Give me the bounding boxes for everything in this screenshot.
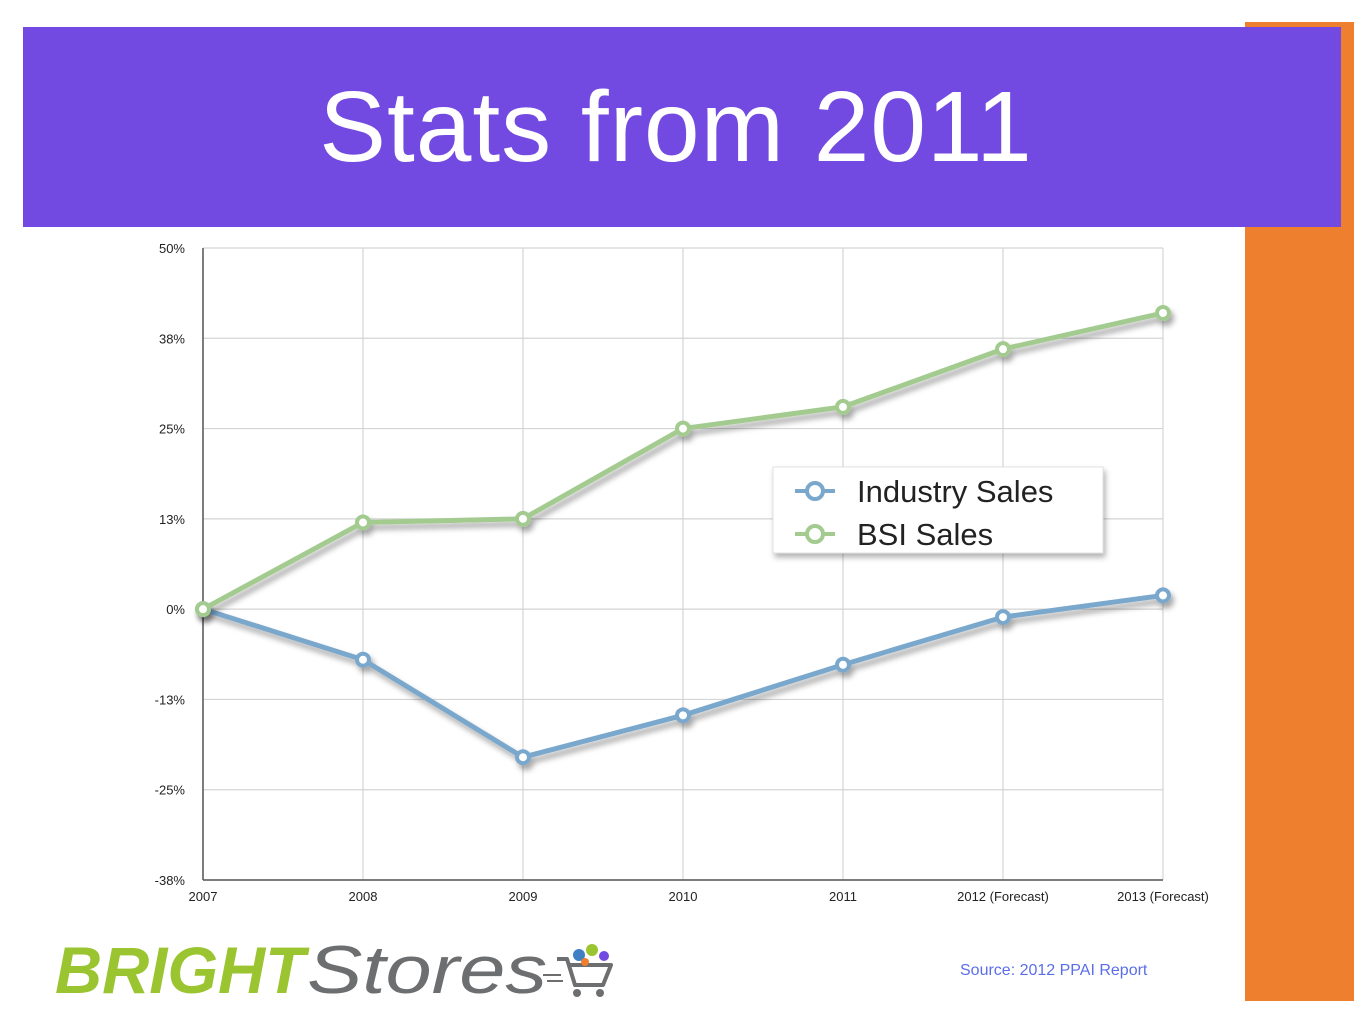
data-point	[515, 510, 531, 527]
brightstores-logo: BRIGHT Stores	[55, 932, 625, 1010]
legend-swatch-marker	[805, 524, 825, 544]
data-point	[1155, 305, 1171, 322]
data-point	[195, 601, 211, 618]
data-point	[835, 656, 851, 673]
y-tick-label: 0%	[166, 602, 185, 617]
data-point	[355, 514, 371, 531]
y-tick-label: -38%	[155, 873, 186, 888]
y-tick-label: 50%	[159, 241, 185, 256]
y-tick-label: 25%	[159, 422, 185, 437]
slide-title: Stats from 2011	[319, 70, 1033, 183]
x-tick-label: 2008	[349, 889, 378, 904]
source-note: Source: 2012 PPAI Report	[960, 962, 1148, 979]
x-tick-label: 2012 (Forecast)	[957, 889, 1049, 904]
svg-text:BRIGHT: BRIGHT	[55, 935, 310, 1005]
cart-icon	[543, 944, 613, 997]
y-tick-label: 38%	[159, 331, 185, 346]
x-tick-label: 2007	[189, 889, 218, 904]
x-tick-label: 2009	[509, 889, 538, 904]
data-point	[355, 651, 371, 668]
svg-text:Stores: Stores	[307, 935, 547, 1005]
title-band: Stats from 2011	[23, 27, 1341, 227]
legend-label: BSI Sales	[857, 517, 993, 552]
data-point	[995, 609, 1011, 626]
legend-box	[772, 466, 1104, 554]
legend-label: Industry Sales	[857, 474, 1053, 509]
x-tick-label: 2010	[669, 889, 698, 904]
data-point	[835, 398, 851, 415]
data-point	[675, 707, 691, 724]
x-tick-label: 2013 (Forecast)	[1117, 889, 1209, 904]
data-point	[1155, 587, 1171, 604]
series-group	[195, 305, 1171, 618]
legend-swatch-marker	[805, 481, 825, 501]
y-tick-label: -13%	[155, 692, 186, 707]
y-tick-label: 13%	[159, 512, 185, 527]
data-point	[675, 420, 691, 437]
data-point	[515, 749, 531, 766]
data-point	[995, 341, 1011, 358]
x-tick-label: 2011	[829, 889, 857, 904]
y-tick-label: -25%	[155, 783, 186, 798]
series-group	[195, 587, 1171, 766]
